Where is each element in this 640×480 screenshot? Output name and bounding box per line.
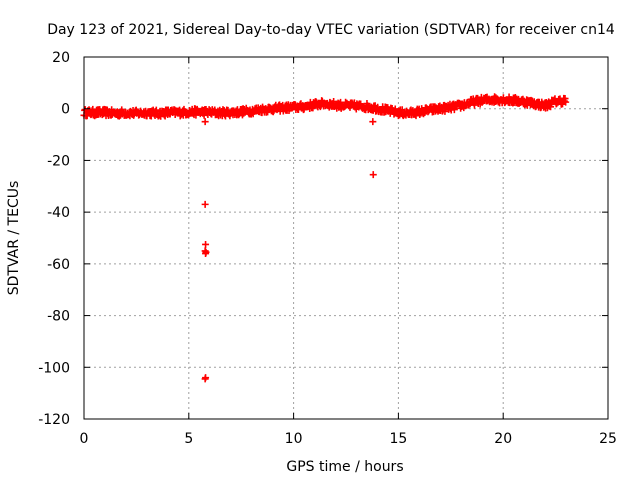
data-point-outlier [201, 200, 209, 208]
y-tick-labels: 20 0 -20 -40 -60 -80 -100 -120 [38, 50, 70, 428]
data-point-outlier [201, 118, 209, 126]
y-tick-label: -120 [38, 412, 70, 428]
data-point [562, 98, 570, 106]
y-tick-label: 20 [52, 50, 70, 66]
x-axis-label: GPS time / hours [286, 459, 403, 475]
x-tick-label: 25 [599, 431, 617, 447]
y-tick-label: -20 [47, 153, 70, 169]
x-tick-label: 5 [184, 431, 193, 447]
data-points [80, 93, 570, 383]
chart-title: Day 123 of 2021, Sidereal Day-to-day VTE… [47, 22, 615, 38]
y-tick-label: -80 [47, 309, 70, 325]
x-tick-label: 15 [389, 431, 407, 447]
data-point-outlier [369, 118, 377, 126]
y-tick-label: -60 [47, 257, 70, 273]
x-tick-label: 0 [80, 431, 89, 447]
data-point-outlier [202, 240, 210, 248]
y-tick-label: 0 [61, 102, 70, 118]
data-point-outlier [202, 250, 210, 258]
y-tick-label: -100 [38, 360, 70, 376]
data-point-outlier [369, 171, 377, 179]
y-axis-label: SDTVAR / TECUs [6, 181, 22, 296]
x-tick-label: 20 [494, 431, 512, 447]
x-tick-label: 10 [285, 431, 303, 447]
y-tick-label: -40 [47, 205, 70, 221]
data-point-outlier [201, 375, 209, 383]
plot-frame [83, 56, 609, 420]
x-tick-labels: 0 5 10 15 20 25 [80, 431, 617, 447]
